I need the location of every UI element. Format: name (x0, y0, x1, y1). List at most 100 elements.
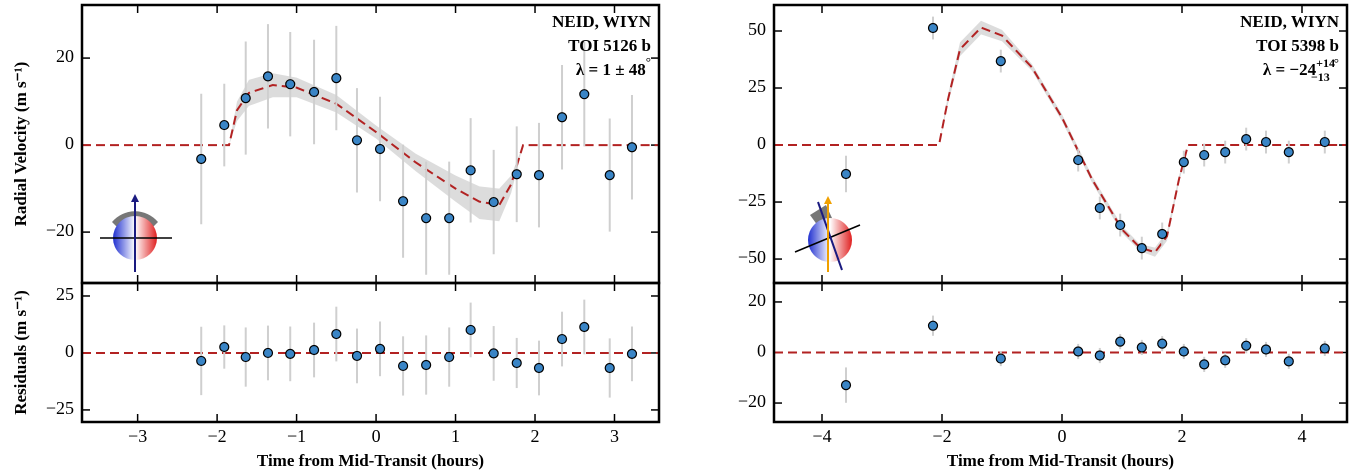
x-tick-label: −1 (287, 426, 306, 446)
data-point (219, 341, 230, 353)
data-point (262, 71, 274, 82)
data-point (1283, 356, 1294, 367)
x-tick-label: 2 (531, 426, 540, 446)
data-point (1260, 136, 1272, 148)
data-point (1220, 355, 1231, 366)
data-point (421, 213, 432, 224)
data-point (444, 351, 455, 363)
y-tick-label: 25 (748, 76, 766, 96)
data-point (397, 196, 409, 207)
data-point (1094, 350, 1105, 361)
x-tick-label: −2 (932, 426, 951, 446)
data-point (397, 360, 409, 372)
y-tick-label: 0 (757, 133, 766, 153)
y-tick-label: −50 (738, 247, 766, 267)
data-point (1178, 346, 1189, 357)
data-point (219, 119, 230, 131)
data-point (488, 196, 499, 208)
y-tick-label: 20 (56, 46, 74, 66)
data-point (1136, 243, 1147, 254)
data-point (840, 380, 852, 391)
data-point (533, 170, 545, 181)
data-point (308, 344, 320, 356)
y-axis-label: Radial Velocity (m s⁻¹) (11, 62, 30, 227)
data-point (1094, 202, 1105, 214)
data-point (308, 86, 320, 98)
data-point (444, 213, 455, 224)
data-point (374, 143, 386, 155)
x-tick-label: 3 (610, 426, 619, 446)
data-point (285, 79, 296, 90)
data-point (488, 348, 499, 359)
data-point (604, 170, 615, 181)
data-point (1241, 340, 1252, 351)
y-tick-label: 50 (748, 19, 766, 39)
lambda-unit: ° (646, 54, 651, 69)
data-point (1157, 228, 1168, 240)
data-point (1073, 154, 1084, 166)
data-point (331, 328, 342, 340)
x-tick-label: 0 (372, 426, 381, 446)
data-point (240, 93, 251, 104)
x-tick-label: −3 (128, 426, 147, 446)
y-tick-label: 0 (65, 341, 74, 361)
annotation: TOI 5126 b (568, 36, 651, 55)
spin-icon-left (100, 194, 172, 272)
data-point (927, 320, 939, 331)
data-point (196, 355, 207, 367)
data-point (579, 89, 590, 100)
x-axis-label: Time from Mid-Transit (hours) (947, 451, 1174, 470)
data-point (626, 348, 638, 359)
data-point (285, 348, 296, 359)
data-point (556, 333, 568, 345)
model-line (82, 84, 659, 207)
plot-frame (80, 281, 661, 424)
x-tick-label: 0 (1058, 426, 1067, 446)
data-point (374, 343, 386, 354)
data-point (579, 321, 590, 333)
model-line (774, 26, 1347, 254)
data-point (1319, 136, 1330, 148)
panel: 25 0 −25 −3 −2 −1 0 1 2 3 Residuals (m s⁻¹) Time fr… (11, 281, 661, 470)
data-point (240, 351, 251, 363)
uncertainty-band (774, 20, 1347, 257)
lambda: λ = −24 (1263, 60, 1317, 79)
data-point (351, 135, 363, 146)
x-tick-label: 2 (1178, 426, 1187, 446)
y-tick-label: −25 (738, 190, 766, 210)
x-tick-label: −2 (208, 426, 227, 446)
data-point (995, 56, 1006, 67)
y-tick-label: 25 (56, 284, 74, 304)
data-point (1319, 343, 1330, 354)
lambda-unit: ° (1334, 55, 1339, 70)
data-point (927, 22, 939, 34)
annotation: λ = −24+14 −13 ° (1263, 55, 1339, 84)
data-point (1260, 344, 1272, 355)
data-point (995, 353, 1006, 364)
annotation: λ = 1 ± 48° (576, 54, 651, 79)
data-point (1157, 338, 1168, 349)
data-point (421, 359, 432, 371)
annotation: NEID, WIYN (552, 12, 652, 31)
data-point (1178, 157, 1189, 168)
data-point (262, 347, 274, 359)
uncertainty-band (82, 73, 659, 222)
data-point (1115, 219, 1126, 231)
x-axis-label: Time from Mid-Transit (hours) (257, 451, 484, 470)
data-point (533, 362, 545, 374)
y-axis-label: Residuals (m s⁻¹) (11, 290, 30, 415)
spin-orbit-icons (100, 194, 861, 272)
y-tick-label: 20 (748, 290, 766, 310)
data-point (1220, 146, 1231, 158)
y-tick-label: −20 (46, 220, 74, 240)
plot-frame (772, 281, 1349, 424)
data-point (1283, 146, 1294, 158)
data-point (465, 165, 476, 176)
x-tick-label: 4 (1298, 426, 1307, 446)
data-point (1199, 359, 1210, 370)
data-point (840, 168, 852, 180)
data-point (1241, 133, 1252, 145)
